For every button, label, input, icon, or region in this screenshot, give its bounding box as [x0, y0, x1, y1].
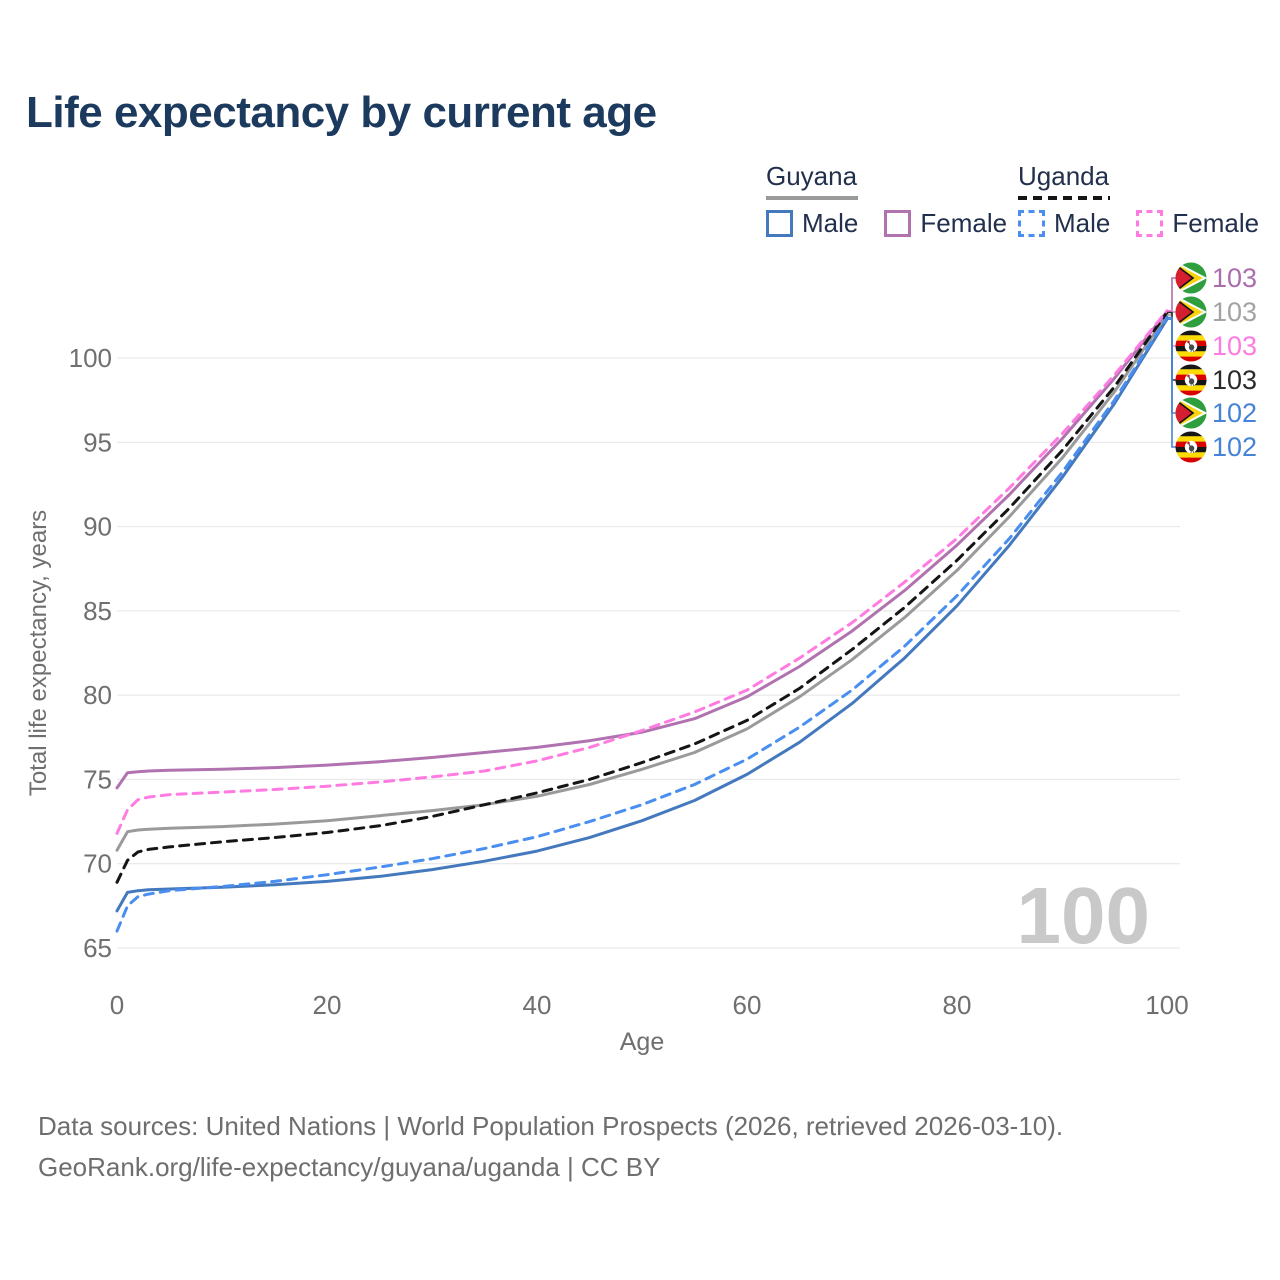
series-line-uganda_female [115, 309, 1169, 835]
series-line-guyana_total [115, 313, 1169, 852]
legend-country-guyana: Guyana [766, 161, 858, 191]
footer-data-sources: Data sources: United Nations | World Pop… [38, 1111, 1064, 1141]
series-line-uganda_total [115, 311, 1169, 884]
end-value-label-uganda_female: 103 [1212, 331, 1257, 361]
guyana-flag-icon [1175, 296, 1208, 328]
y-tick-label-85: 85 [83, 596, 112, 626]
uganda-female-swatch-icon [1136, 210, 1164, 237]
uganda-flag-icon [1175, 431, 1207, 463]
end-connector-guyana_female [1167, 277, 1176, 313]
legend-country-uganda: Uganda [1018, 161, 1110, 191]
end-value-label-guyana_female: 103 [1212, 263, 1257, 293]
end-value-label-guyana_total: 103 [1212, 297, 1257, 327]
footer-attribution: GeoRank.org/life-expectancy/guyana/ugand… [38, 1152, 661, 1182]
x-tick-label-40: 40 [523, 990, 552, 1020]
series-line-guyana_female [115, 310, 1169, 790]
y-tick-label-65: 65 [83, 933, 112, 963]
legend-label-uganda-female: Female [1172, 208, 1260, 238]
uganda-male-swatch-icon [1018, 210, 1045, 237]
y-tick-label-100: 100 [69, 343, 112, 373]
guyana-solid-line-swatch [766, 196, 858, 200]
legend-group-uganda: Uganda Male Female [1018, 161, 1276, 239]
footer: Data sources: United Nations | World Pop… [38, 1106, 1063, 1188]
guyana-flag-icon [1175, 397, 1208, 429]
uganda-flag-icon [1175, 330, 1207, 362]
end-value-label-uganda_male: 102 [1212, 432, 1257, 462]
y-axis-title: Total life expectancy, years [25, 510, 52, 796]
age-watermark: 100 [1017, 871, 1150, 960]
x-axis-title: Age [620, 1028, 664, 1056]
guyana-male-swatch-icon [766, 210, 793, 237]
chart-title: Life expectancy by current age [26, 88, 657, 137]
y-tick-label-80: 80 [83, 680, 112, 710]
series-line-uganda_male [115, 316, 1169, 933]
uganda-flag-icon [1175, 364, 1207, 396]
y-tick-label-95: 95 [83, 427, 112, 457]
end-value-label-uganda_total: 103 [1212, 365, 1257, 395]
guyana-female-swatch-icon [884, 210, 912, 237]
y-tick-label-75: 75 [83, 764, 112, 794]
legend-label-guyana-female: Female [920, 208, 1008, 238]
end-connector-uganda_male [1167, 316, 1176, 448]
uganda-dashed-line-swatch [1018, 196, 1110, 200]
x-tick-label-0: 0 [110, 990, 124, 1020]
x-tick-label-80: 80 [943, 990, 972, 1020]
legend-group-guyana: Guyana Male Female [766, 161, 1024, 239]
legend-label-uganda-male: Male [1054, 208, 1111, 238]
guyana-flag-icon [1175, 262, 1208, 294]
series-line-guyana_male [115, 317, 1169, 913]
y-tick-label-70: 70 [83, 849, 112, 879]
legend-label-guyana-male: Male [802, 208, 859, 238]
end-value-label-guyana_male: 102 [1212, 398, 1257, 428]
x-tick-label-100: 100 [1145, 990, 1188, 1020]
x-tick-label-20: 20 [313, 990, 342, 1020]
y-tick-label-90: 90 [83, 512, 112, 542]
x-tick-label-60: 60 [733, 990, 762, 1020]
